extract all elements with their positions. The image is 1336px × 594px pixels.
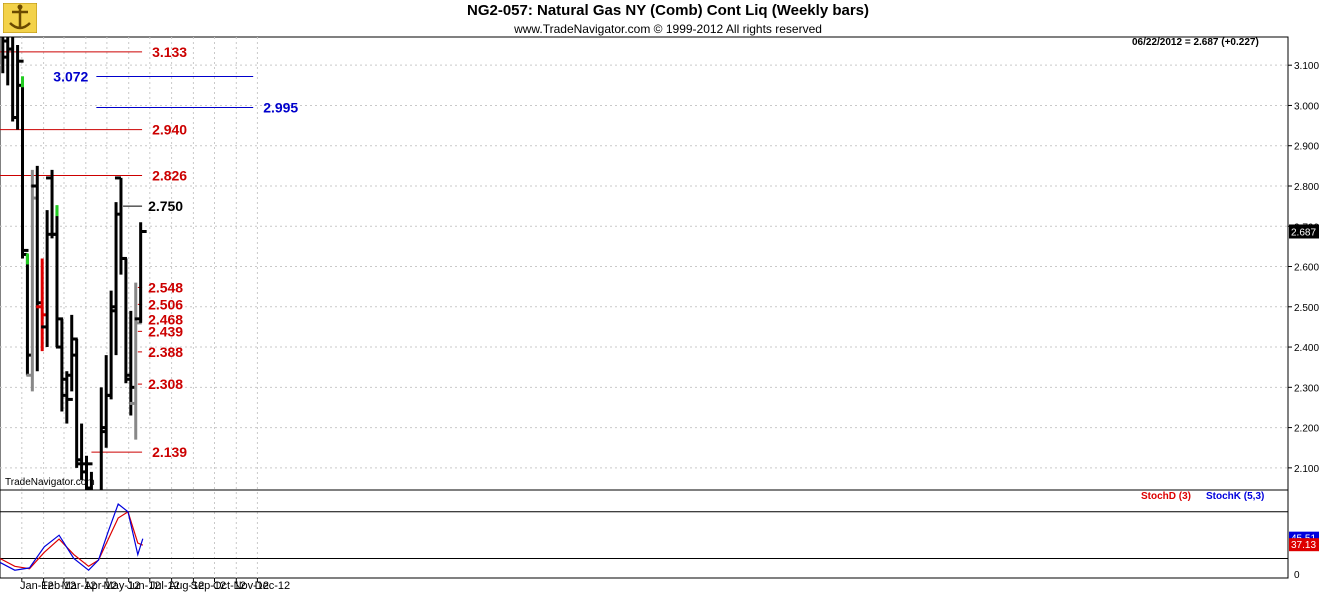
level-label: 2.995 bbox=[263, 99, 298, 115]
x-tick-label: Mar-12 bbox=[62, 580, 97, 592]
y-axis: 2.1002.2002.3002.4002.5002.6002.7002.800… bbox=[0, 61, 1319, 475]
stoch-d-value-label: 37.13 bbox=[1291, 540, 1316, 551]
ohlc-bar bbox=[134, 222, 147, 323]
y-tick-label: 2.900 bbox=[1294, 142, 1319, 153]
x-tick-label: Feb-12 bbox=[41, 580, 76, 592]
x-tick-label: Jan-12 bbox=[20, 580, 54, 592]
x-tick-label: Oct-12 bbox=[213, 580, 246, 592]
level-label: 3.133 bbox=[152, 44, 187, 60]
level-label: 3.072 bbox=[53, 68, 88, 84]
y-tick-label: 2.200 bbox=[1294, 424, 1319, 435]
chart-title: NG2-057: Natural Gas NY (Comb) Cont Liq … bbox=[466, 2, 870, 19]
stoch-k-legend: StochK (5,3) bbox=[1206, 491, 1265, 502]
y-tick-label: 2.100 bbox=[1294, 464, 1319, 475]
ohlc-bars bbox=[1, 37, 147, 548]
current-price-box bbox=[1289, 224, 1319, 239]
y-tick-label: 3.100 bbox=[1294, 61, 1319, 72]
level-label: 2.139 bbox=[152, 444, 187, 460]
stoch-lines bbox=[0, 503, 144, 572]
y-tick-label: 3.000 bbox=[1294, 101, 1319, 112]
x-tick-label: Sep-12 bbox=[191, 580, 226, 592]
stoch-k-line bbox=[0, 503, 144, 572]
x-tick-label: Apr-12 bbox=[84, 580, 117, 592]
y-tick-label: 2.800 bbox=[1294, 182, 1319, 193]
y-tick-label: 2.400 bbox=[1294, 343, 1319, 354]
level-label: 2.388 bbox=[148, 344, 183, 360]
level-labels: 3.133 3.072 2.995 2.940 2.826 2.750 2.5482.506… bbox=[53, 44, 298, 460]
x-tick-label: Jun-12 bbox=[127, 580, 161, 592]
last-quote-readout: 06/22/2012 = 2.687 (+0.227) bbox=[1132, 37, 1259, 48]
level-label: 2.826 bbox=[152, 168, 187, 184]
x-tick-label: May-12 bbox=[104, 580, 141, 592]
watermark: TradeNavigator.com bbox=[5, 477, 95, 488]
level-label: 2.750 bbox=[148, 198, 183, 214]
stoch-d-line bbox=[0, 510, 144, 570]
ohlc-bar bbox=[11, 45, 24, 130]
stoch-d-value-box bbox=[1289, 538, 1319, 552]
ohlc-bar bbox=[85, 471, 93, 490]
ohlc-bar bbox=[16, 76, 29, 259]
stoch-tick-label: 0 bbox=[1294, 570, 1300, 581]
level-label: 2.308 bbox=[148, 376, 183, 392]
x-tick-label: Jul-12 bbox=[150, 580, 180, 592]
y-tick-label: 2.500 bbox=[1294, 303, 1319, 314]
copyright-notice: www.TradeNavigator.com © 1999-2012 All r… bbox=[514, 22, 822, 36]
ohlc-bar bbox=[80, 455, 93, 490]
current-price-label: 2.687 bbox=[1291, 227, 1316, 238]
ohlc-bar bbox=[60, 371, 73, 424]
y-tick-label: 2.600 bbox=[1294, 263, 1319, 274]
x-tick-label: Dec-12 bbox=[255, 580, 290, 592]
y-tick-label: 2.300 bbox=[1294, 383, 1319, 394]
x-tick-label: Aug-12 bbox=[169, 580, 204, 592]
trade-navigator-logo-icon bbox=[3, 3, 37, 33]
level-label: 2.548 bbox=[148, 279, 183, 295]
stoch-d-legend: StochD (3) bbox=[1141, 491, 1191, 502]
ohlc-bar bbox=[21, 252, 34, 376]
level-label: 2.506 bbox=[148, 296, 183, 312]
ohlc-bar bbox=[90, 492, 102, 548]
x-tick-label: Nov-12 bbox=[234, 580, 269, 592]
level-label: 2.940 bbox=[152, 122, 187, 138]
level-label: 2.439 bbox=[148, 323, 183, 339]
level-label: 2.468 bbox=[148, 312, 183, 328]
x-axis: Jan-12Feb-12Mar-12Apr-12May-12Jun-12Jul-… bbox=[20, 37, 290, 592]
